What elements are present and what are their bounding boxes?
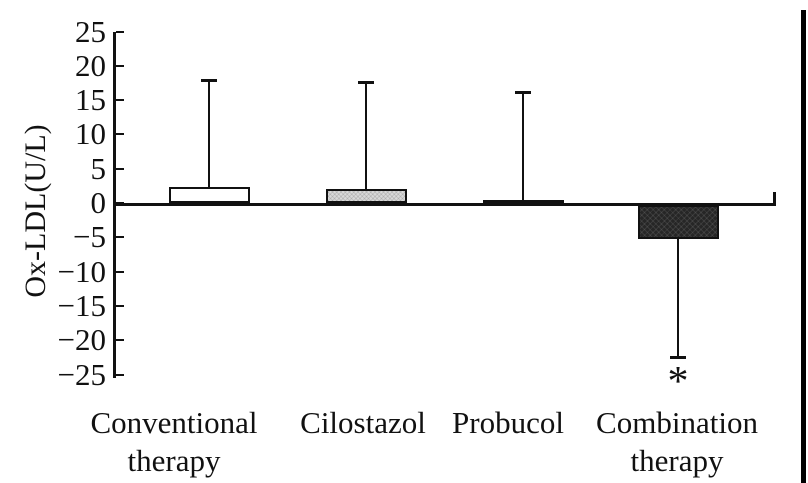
bar-cilostazol bbox=[326, 189, 407, 203]
y-tick-label: 10 bbox=[75, 116, 106, 151]
y-tick-label: 25 bbox=[75, 14, 106, 49]
error-cap-cilostazol bbox=[358, 81, 374, 84]
y-axis-tick bbox=[116, 99, 124, 101]
y-tick-label: −10 bbox=[57, 254, 106, 289]
y-tick-label: −20 bbox=[57, 322, 106, 357]
y-tick-label: 15 bbox=[75, 82, 106, 117]
x-category-label-combination-therapy: Combination therapy bbox=[596, 405, 758, 478]
y-axis-tick bbox=[116, 133, 124, 135]
x-category-label-conventional-therapy: Conventional therapy bbox=[90, 405, 258, 478]
bar-conventional-therapy bbox=[169, 187, 250, 203]
error-cap-conventional-therapy bbox=[201, 79, 217, 82]
scan-right-border bbox=[801, 10, 806, 483]
bar-combination-therapy bbox=[638, 205, 719, 239]
y-tick-label: −25 bbox=[57, 357, 106, 392]
bar-probucol bbox=[483, 200, 564, 204]
error-bar-probucol bbox=[522, 92, 524, 200]
y-tick-label: 5 bbox=[90, 151, 107, 186]
y-axis-tick bbox=[116, 305, 124, 307]
y-axis-tick bbox=[116, 374, 124, 376]
x-axis-zero-line bbox=[113, 203, 776, 206]
y-tick-label: −5 bbox=[73, 219, 106, 254]
significance-asterisk: * bbox=[667, 359, 689, 405]
x-axis-end-tick bbox=[773, 192, 776, 206]
error-bar-conventional-therapy bbox=[208, 80, 210, 187]
y-axis-tick bbox=[116, 65, 124, 67]
y-tick-label: 0 bbox=[90, 185, 107, 220]
error-bar-cilostazol bbox=[365, 82, 367, 189]
error-cap-probucol bbox=[515, 91, 531, 94]
y-axis-tick bbox=[116, 339, 124, 341]
y-axis-tick bbox=[116, 236, 124, 238]
y-tick-label: −15 bbox=[57, 288, 106, 323]
y-axis-tick bbox=[116, 168, 124, 170]
error-bar-combination-therapy bbox=[677, 239, 679, 357]
error-cap-combination-therapy bbox=[670, 356, 686, 359]
x-category-label-probucol: Probucol bbox=[452, 405, 564, 440]
y-axis-tick bbox=[116, 271, 124, 273]
y-axis-tick bbox=[116, 31, 124, 33]
x-category-label-cilostazol: Cilostazol bbox=[300, 405, 426, 440]
y-tick-label: 20 bbox=[75, 48, 106, 83]
